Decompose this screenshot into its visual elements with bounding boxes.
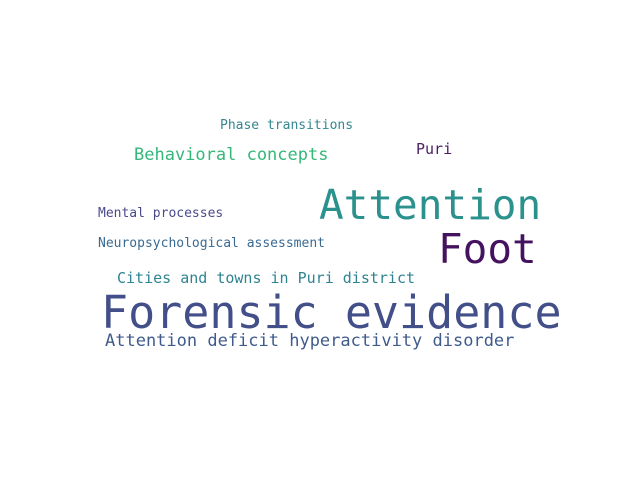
word-foot: Foot bbox=[438, 225, 537, 273]
word-neuropsychological-assessment: Neuropsychological assessment bbox=[98, 236, 325, 251]
word-attention: Attention bbox=[319, 181, 542, 229]
word-cities-and-towns: Cities and towns in Puri district bbox=[117, 269, 416, 287]
word-mental-processes: Mental processes bbox=[98, 206, 224, 221]
word-forensic-evidence: Forensic evidence bbox=[101, 286, 562, 339]
word-phase-transitions: Phase transitions bbox=[220, 118, 354, 133]
word-attention-deficit-hyperactivity-disorder: Attention deficit hyperactivity disorder bbox=[105, 331, 515, 351]
word-behavioral-concepts: Behavioral concepts bbox=[134, 145, 329, 165]
word-puri: Puri bbox=[416, 140, 453, 158]
